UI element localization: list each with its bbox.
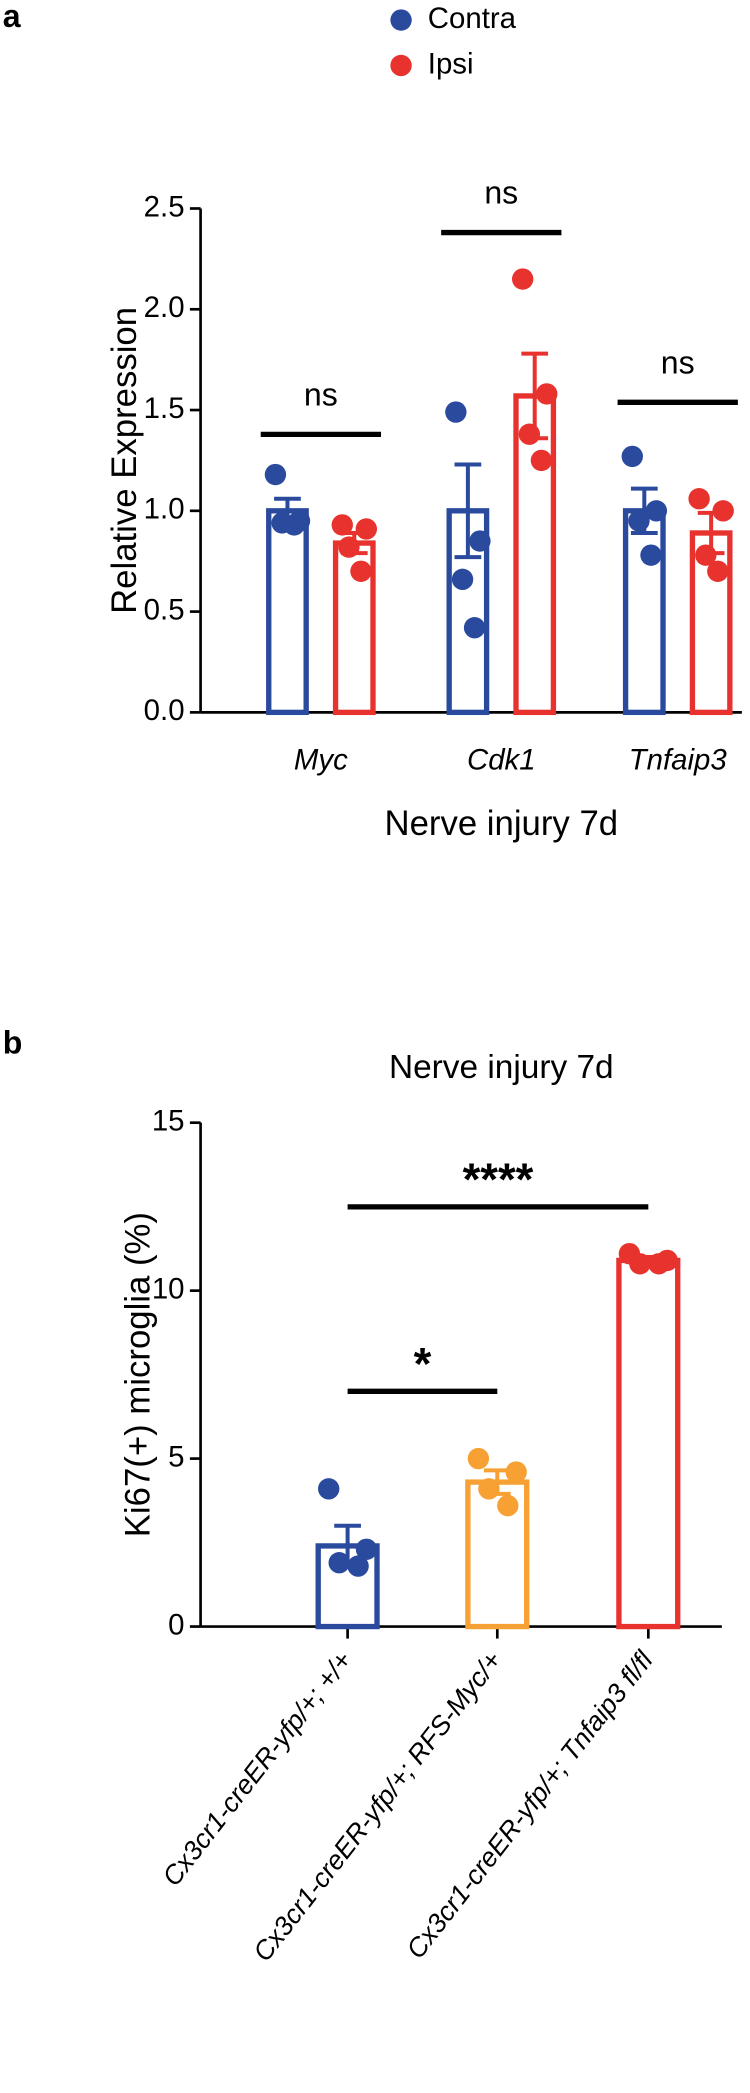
chart-title: Nerve injury 7d (389, 1049, 614, 1086)
y-tick-label: 10 (152, 1272, 185, 1305)
legend-label: Ipsi (428, 47, 474, 80)
significance-label: ns (484, 175, 518, 211)
data-point (469, 530, 491, 552)
x-tick-label: Tnfaip3 (629, 744, 728, 777)
data-point (628, 510, 650, 532)
x-tick-label: Cdk1 (467, 744, 536, 777)
data-point (497, 1494, 519, 1517)
legend-marker (390, 54, 412, 77)
x-tick-label: Myc (294, 744, 348, 777)
data-point (451, 568, 474, 591)
y-tick-label: 2.5 (144, 190, 185, 223)
x-tick-label: Cx3cr1-creER-yfp/+; RFS-Myc/+ (247, 1646, 507, 1967)
error-bar (454, 462, 482, 560)
data-point (264, 463, 287, 486)
significance-label: ns (661, 344, 695, 380)
y-tick-label: 2.0 (144, 291, 185, 324)
data-point (511, 268, 534, 290)
data-point (318, 1478, 340, 1500)
data-point (629, 1253, 651, 1275)
legend-marker (390, 9, 412, 31)
data-point (478, 1478, 500, 1500)
data-point (707, 560, 729, 582)
panel-label: a (3, 0, 22, 34)
data-point (331, 514, 353, 536)
data-point (712, 500, 734, 522)
y-tick-label: 0 (168, 1608, 184, 1641)
legend-label: Contra (428, 2, 517, 35)
data-point (536, 383, 558, 405)
data-point (645, 500, 668, 522)
data-point (621, 445, 643, 468)
y-tick-label: 5 (168, 1440, 184, 1473)
data-point (355, 518, 378, 540)
data-point (350, 560, 372, 582)
bar (622, 508, 666, 716)
data-point (355, 1538, 378, 1560)
data-point (648, 1253, 670, 1275)
data-point (530, 449, 553, 472)
data-point (347, 1555, 369, 1577)
data-point (328, 1552, 350, 1574)
x-tick-label: Cx3cr1-creER-yfp/+; Tnfaip3 fl/fl (400, 1645, 659, 1964)
significance-label: **** (463, 1154, 534, 1205)
y-tick-label: 1.0 (144, 493, 185, 526)
data-point (283, 514, 305, 536)
data-point (445, 401, 467, 423)
y-axis-label: Ki67(+) microglia (%) (120, 1212, 158, 1537)
data-point (467, 1447, 490, 1470)
data-point (338, 536, 360, 558)
data-point (505, 1461, 527, 1483)
bar (616, 1257, 681, 1630)
data-point (640, 544, 662, 566)
y-tick-label: 0.0 (144, 694, 185, 727)
bar (266, 508, 309, 716)
data-point (688, 488, 710, 510)
data-point (695, 544, 717, 566)
significance-label: * (414, 1338, 432, 1389)
y-tick-label: 15 (152, 1104, 185, 1137)
y-tick-label: 0.5 (144, 593, 185, 626)
y-axis-label: Relative Expression (106, 307, 144, 614)
y-tick-label: 1.5 (144, 392, 185, 425)
panel-label: b (3, 1025, 23, 1061)
data-point (518, 423, 541, 445)
x-axis-label: Nerve injury 7d (385, 805, 619, 843)
data-point (463, 617, 486, 639)
significance-label: ns (304, 376, 338, 412)
